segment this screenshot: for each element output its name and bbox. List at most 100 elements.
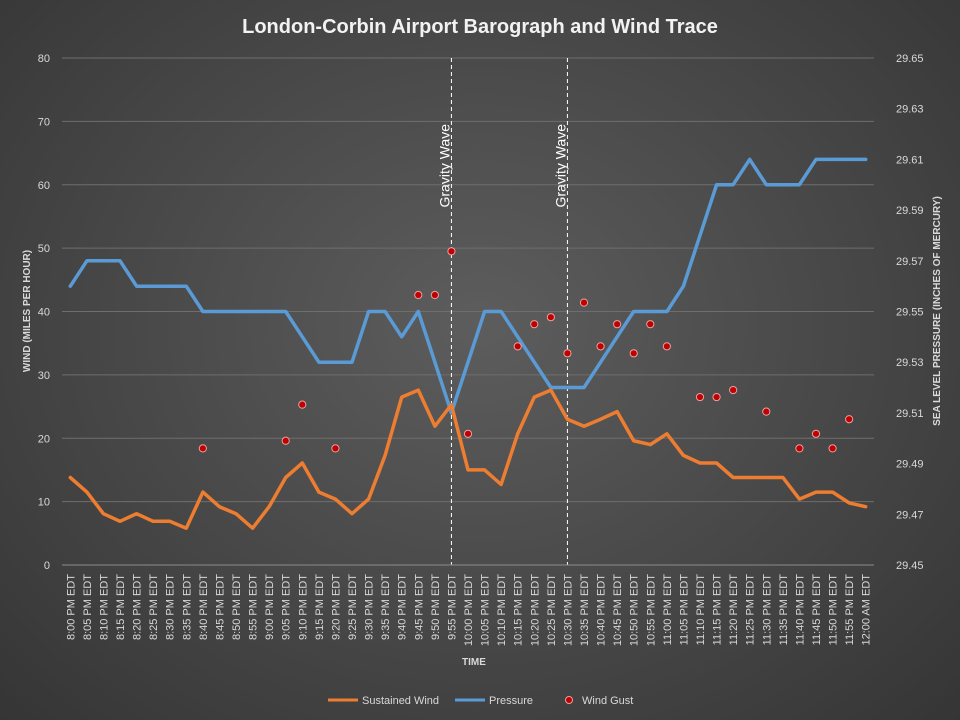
x-tick-label: 8:55 PM EDT (248, 574, 260, 640)
y-right-tick-label: 29.51 (896, 408, 924, 420)
wind-gust-point (579, 298, 589, 307)
x-tick-label: 10:45 PM EDT (612, 574, 624, 646)
y-axis-left-title: WIND (MILES PER HOUR) (22, 250, 33, 372)
x-tick-label: 8:30 PM EDT (165, 574, 177, 640)
x-tick-label: 8:40 PM EDT (198, 574, 210, 640)
x-tick-label: 8:50 PM EDT (231, 574, 243, 640)
annotations: Gravity Wave Gravity Wave (436, 58, 568, 565)
pressure-line (68, 157, 868, 415)
y-right-tick-label: 29.47 (896, 509, 924, 521)
x-tick-label: 10:00 PM EDT (463, 574, 475, 646)
x-tick-label: 11:50 PM EDT (828, 574, 840, 646)
x-tick-label: 8:05 PM EDT (82, 574, 94, 640)
wind-gust-point (331, 444, 340, 453)
y-right-tick-label: 29.61 (896, 154, 924, 166)
wind-gust-point (795, 444, 804, 453)
y-left-tick-label: 40 (38, 307, 50, 319)
x-tick-label: 9:35 PM EDT (380, 574, 392, 640)
wind-gust-point (695, 392, 705, 402)
wind-gust-point (596, 342, 605, 351)
x-tick-label: 11:55 PM EDT (844, 574, 856, 646)
annotation-label: Gravity Wave (552, 124, 568, 208)
chart-title: London-Corbin Airport Barograph and Wind… (242, 16, 718, 38)
wind-gust-point (762, 407, 771, 416)
axes: 0 10 20 30 40 50 60 70 80 29.45 29.47 29.49 29.51 29.… (38, 53, 924, 646)
legend-label-sustained-wind: Sustained Wind (362, 695, 439, 707)
legend-label-wind-gust: Wind Gust (582, 695, 633, 707)
y-right-tick-label: 29.49 (896, 459, 924, 471)
x-tick-label: 9:15 PM EDT (314, 574, 326, 640)
x-tick-label: 9:45 PM EDT (413, 574, 425, 640)
x-tick-label: 9:30 PM EDT (364, 574, 376, 640)
y-left-tick-label: 50 (38, 243, 50, 255)
x-tick-label: 12:00 AM EDT (861, 574, 873, 646)
x-tick-label: 10:25 PM EDT (546, 574, 558, 646)
wind-gust-point (447, 247, 456, 256)
x-tick-label: 9:05 PM EDT (281, 574, 293, 640)
x-tick-label: 10:55 PM EDT (645, 574, 657, 646)
wind-gust-point (811, 429, 821, 438)
y-right-tick-label: 29.57 (896, 256, 924, 268)
x-tick-label: 9:00 PM EDT (264, 574, 276, 640)
series-group (68, 157, 868, 530)
wind-gust-point (629, 349, 638, 358)
x-tick-label: 10:20 PM EDT (529, 574, 541, 646)
x-tick-label: 10:05 PM EDT (480, 574, 492, 646)
x-tick-label: 9:20 PM EDT (330, 574, 342, 640)
x-tick-label: 10:50 PM EDT (629, 574, 641, 646)
y-right-tick-label: 29.45 (896, 560, 924, 572)
x-tick-label: 11:45 PM EDT (811, 574, 823, 646)
x-tick-label: 10:15 PM EDT (513, 574, 525, 646)
x-tick-label: 8:35 PM EDT (181, 574, 193, 640)
x-tick-label: 11:00 PM EDT (662, 574, 674, 646)
x-tick-label: 8:00 PM EDT (65, 574, 77, 640)
y-right-tick-label: 29.65 (896, 53, 924, 65)
x-axis-title: TIME (462, 657, 486, 668)
x-tick-label: 11:15 PM EDT (712, 574, 724, 646)
wind-gust-point (430, 290, 439, 300)
wind-gust-point (712, 392, 721, 402)
x-tick-label: 9:40 PM EDT (397, 574, 409, 640)
y-left-tick-label: 80 (38, 53, 50, 65)
x-tick-label: 10:30 PM EDT (562, 574, 574, 646)
wind-gust-point (662, 342, 671, 351)
wind-gust-point (414, 290, 423, 300)
wind-gust-point (845, 415, 854, 424)
sustained-wind-line (68, 388, 868, 530)
y-left-tick-label: 0 (44, 560, 50, 572)
x-tick-label: 11:35 PM EDT (778, 574, 790, 646)
wind-gust-point (563, 349, 572, 358)
x-tick-label: 11:10 PM EDT (695, 574, 707, 646)
annotation-label: Gravity Wave (436, 124, 452, 208)
y-left-tick-label: 10 (38, 497, 50, 509)
x-tick-label: 9:50 PM EDT (430, 574, 442, 640)
wind-gust-point (513, 342, 522, 351)
x-tick-label: 8:10 PM EDT (98, 574, 110, 640)
wind-gust-point (298, 400, 307, 409)
x-tick-label: 9:25 PM EDT (347, 574, 359, 640)
wind-gust-point (530, 320, 539, 329)
y-right-tick-label: 29.55 (896, 307, 924, 319)
x-tick-label: 9:10 PM EDT (297, 574, 309, 640)
x-tick-label: 10:35 PM EDT (579, 574, 591, 646)
y-left-tick-label: 30 (38, 370, 50, 382)
x-tick-label: 11:25 PM EDT (745, 574, 757, 646)
x-tick-label: 11:40 PM EDT (794, 574, 806, 646)
x-tick-label: 11:20 PM EDT (728, 574, 740, 646)
x-tick-label: 11:05 PM EDT (678, 574, 690, 646)
wind-gust-point (729, 385, 738, 395)
wind-gust-point (281, 436, 290, 445)
x-tick-label: 10:10 PM EDT (496, 574, 508, 646)
legend-label-pressure: Pressure (489, 695, 533, 707)
y-left-tick-label: 70 (38, 116, 50, 128)
y-left-tick-label: 60 (38, 180, 50, 192)
y-axis-right-title: SEA LEVEL PRESSURE (INCHES OF MERCURY) (932, 196, 943, 426)
wind-gust-point (828, 444, 837, 453)
legend-swatch-wind-gust (565, 696, 573, 704)
x-tick-label: 8:25 PM EDT (148, 574, 160, 640)
x-tick-label: 11:30 PM EDT (761, 574, 773, 646)
x-tick-label: 8:15 PM EDT (115, 574, 127, 640)
legend: Sustained Wind Pressure Wind Gust (328, 695, 633, 707)
